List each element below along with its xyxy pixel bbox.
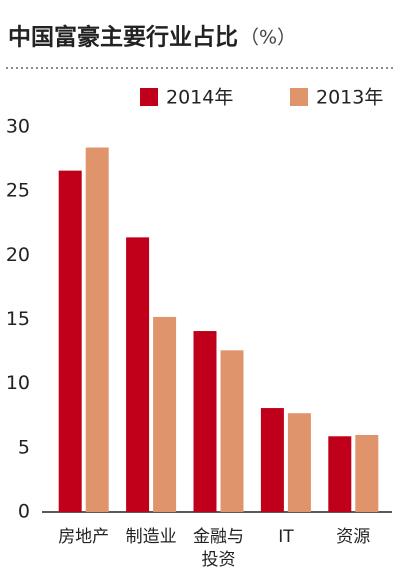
legend-swatch <box>290 88 308 106</box>
x-tick-label: 金融与投资 <box>193 527 244 570</box>
bar <box>328 436 352 512</box>
y-tick-label: 20 <box>6 244 30 266</box>
y-tick-label: 30 <box>6 116 30 138</box>
bar <box>260 408 284 512</box>
y-tick-label: 5 <box>18 436 30 458</box>
bar <box>153 316 177 512</box>
y-tick-label: 15 <box>6 308 30 330</box>
legend-label: 2014年 <box>166 87 233 109</box>
y-tick-label: 10 <box>6 372 30 394</box>
bar <box>355 435 379 512</box>
y-tick-label: 0 <box>18 501 30 523</box>
y-tick-label: 25 <box>6 180 30 202</box>
legend-label: 2013年 <box>316 87 383 109</box>
chart-unit: （%） <box>240 27 296 49</box>
bar <box>287 413 311 512</box>
bar <box>220 350 244 512</box>
x-tick-label: 房地产 <box>58 527 109 547</box>
chart-title: 中国富豪主要行业占比 <box>8 24 238 51</box>
x-tick-label: 制造业 <box>126 527 177 547</box>
bar <box>58 170 82 512</box>
bar <box>85 147 109 513</box>
legend-swatch <box>140 88 158 106</box>
x-tick-label: 资源 <box>336 527 370 547</box>
bar <box>126 237 150 512</box>
bar <box>193 331 217 512</box>
x-tick-label: IT <box>278 527 294 547</box>
